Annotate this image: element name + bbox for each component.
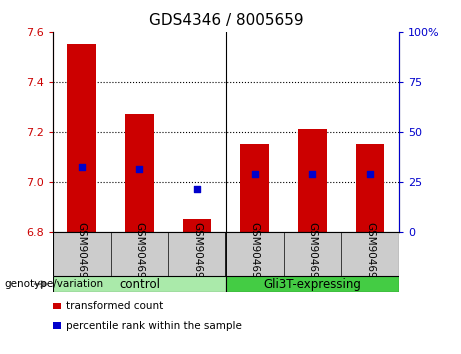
Text: percentile rank within the sample: percentile rank within the sample [66,321,242,331]
Point [366,172,373,177]
Bar [226,276,399,292]
Bar [67,44,96,232]
Bar [183,219,212,232]
Bar [298,129,327,232]
Point [251,172,258,177]
Text: GSM904696: GSM904696 [250,222,260,286]
Point [78,164,85,170]
Bar [53,276,226,292]
Text: GSM904697: GSM904697 [307,222,317,286]
Text: GSM904698: GSM904698 [365,222,375,286]
Point [193,187,201,192]
Bar [240,144,269,232]
Point [309,172,316,177]
Text: Gli3T-expressing: Gli3T-expressing [263,278,361,291]
Text: GSM904695: GSM904695 [192,222,202,286]
Text: control: control [119,278,160,291]
Bar [125,114,154,232]
Text: GSM904694: GSM904694 [135,222,144,286]
Text: genotype/variation: genotype/variation [5,279,104,289]
Point [136,166,143,172]
Title: GDS4346 / 8005659: GDS4346 / 8005659 [148,13,303,28]
Text: transformed count: transformed count [66,301,163,311]
Text: GSM904693: GSM904693 [77,222,87,286]
Bar [355,144,384,232]
